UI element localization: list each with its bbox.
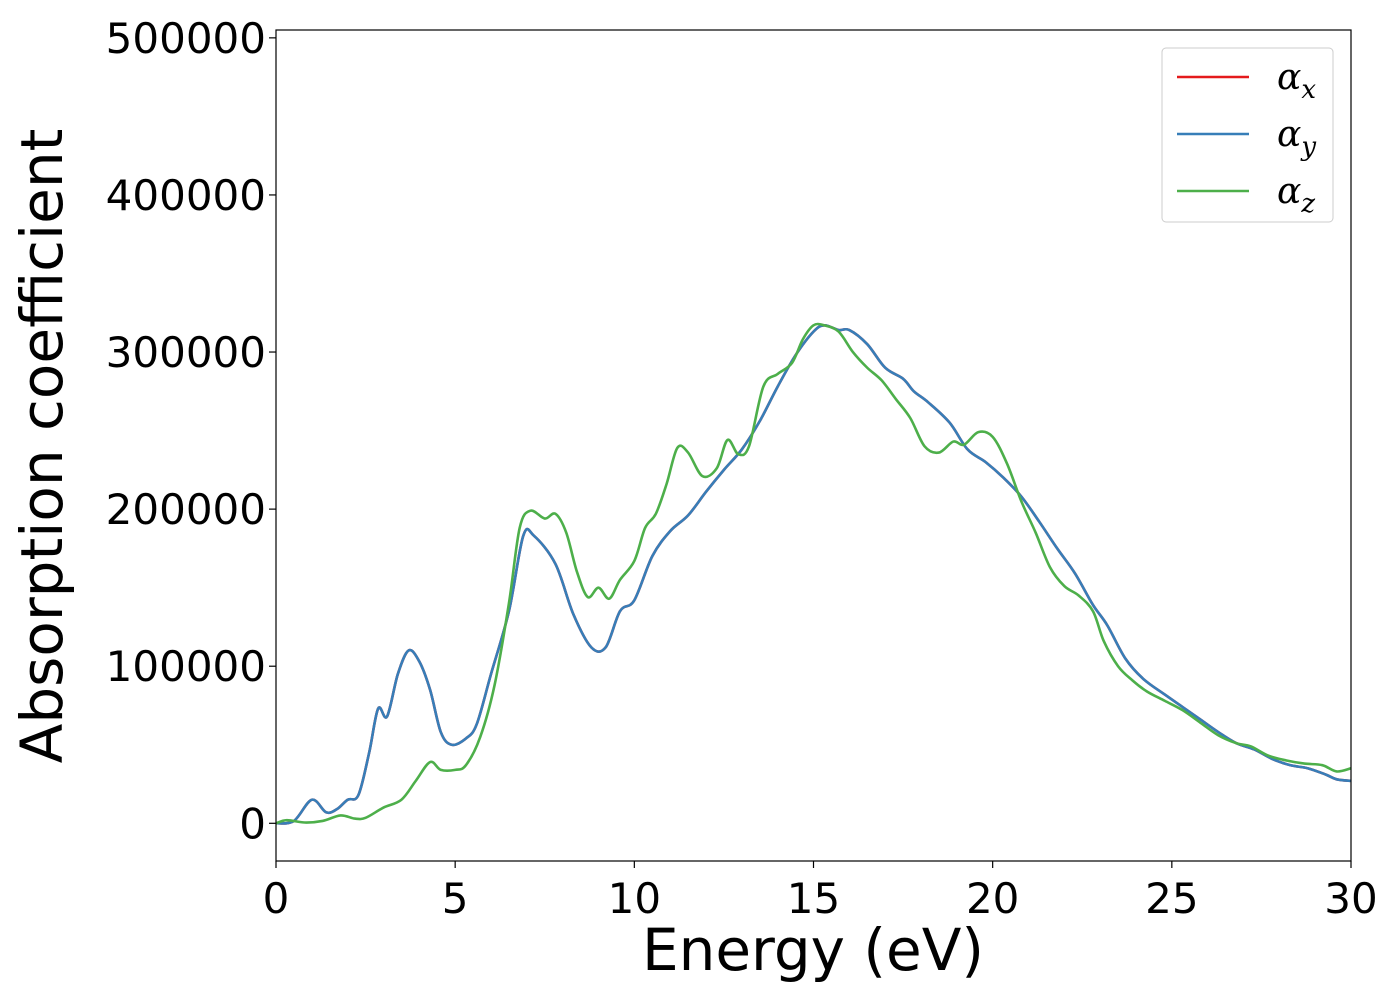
x-tick-label: 15 [787,874,840,923]
series-layer [275,322,1352,825]
x-tick-label: 30 [1324,874,1377,923]
y-axis-ticks: 0 100000 200000 300000 400000 500000 [106,14,276,848]
legend-subscript: x [1301,75,1316,105]
x-tick-label: 20 [966,874,1019,923]
y-axis-title: Absorption coefficient [8,129,76,764]
series-line-alpha-z [275,322,1352,825]
x-tick-label: 25 [1145,874,1198,923]
x-axis-ticks: 0 5 10 15 20 25 30 [263,861,1378,923]
x-tick-label: 0 [263,874,290,923]
y-tick-label: 500000 [106,14,266,63]
y-tick-label: 200000 [106,485,266,534]
x-tick-label: 5 [442,874,469,923]
x-axis-title: Energy (eV) [642,916,984,984]
series-line-alpha-y [275,324,1352,825]
legend-subscript: y [1300,132,1316,162]
y-tick-label: 300000 [106,328,266,377]
y-tick-label: 100000 [106,642,266,691]
x-tick-label: 10 [608,874,661,923]
y-tick-label: 0 [239,799,266,848]
legend-subscript: z [1300,189,1315,219]
y-tick-label: 400000 [106,171,266,220]
